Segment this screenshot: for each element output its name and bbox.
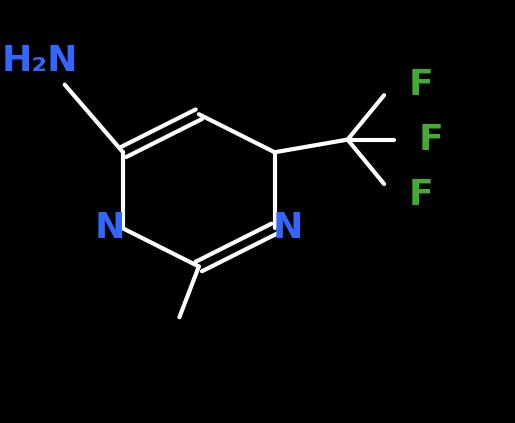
Text: H₂N: H₂N — [2, 44, 79, 78]
Text: F: F — [408, 178, 433, 212]
Text: N: N — [94, 212, 125, 245]
Text: F: F — [408, 68, 433, 102]
Text: F: F — [418, 123, 443, 157]
Text: N: N — [273, 212, 303, 245]
